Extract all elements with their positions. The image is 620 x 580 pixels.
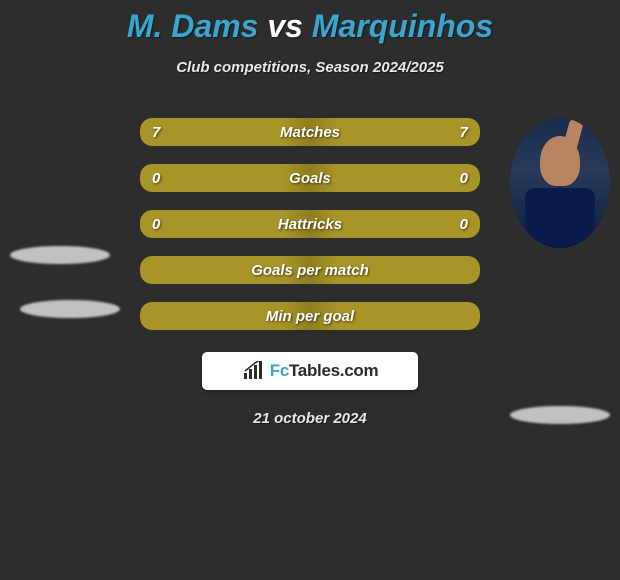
- stat-value-right: 0: [460, 170, 468, 187]
- stat-label: Goals per match: [251, 262, 369, 279]
- footer-brand-text: FcTables.com: [270, 361, 379, 381]
- stat-label: Hattricks: [278, 216, 342, 233]
- stat-label: Min per goal: [266, 308, 354, 325]
- player2-photo-arm: [558, 118, 584, 169]
- comparison-content: 7 Matches 7 0 Goals 0 0 Hattricks 0 Goal…: [0, 118, 620, 330]
- stat-row-hattricks: 0 Hattricks 0: [140, 210, 480, 238]
- stat-value-left: 7: [152, 124, 160, 141]
- stat-row-matches: 7 Matches 7: [140, 118, 480, 146]
- stat-bars: 7 Matches 7 0 Goals 0 0 Hattricks 0 Goal…: [140, 118, 480, 330]
- footer-brand-prefix: Fc: [270, 361, 289, 380]
- player2-name: Marquinhos: [312, 8, 493, 44]
- footer-brand-badge[interactable]: FcTables.com: [202, 352, 418, 390]
- player1-avatar-shadow: [10, 246, 110, 264]
- stat-label: Matches: [280, 124, 340, 141]
- subtitle: Club competitions, Season 2024/2025: [0, 59, 620, 76]
- player2-avatar-shadow: [510, 406, 610, 424]
- chart-icon: [242, 361, 264, 381]
- footer-brand-suffix: Tables.com: [289, 361, 378, 380]
- stat-label: Goals: [289, 170, 331, 187]
- stat-value-right: 7: [460, 124, 468, 141]
- stat-row-gpm: Goals per match: [140, 256, 480, 284]
- vs-text: vs: [267, 8, 303, 44]
- stat-value-left: 0: [152, 170, 160, 187]
- player2-avatar: [510, 118, 610, 248]
- player2-photo: [510, 118, 610, 248]
- stat-value-left: 0: [152, 216, 160, 233]
- page-title: M. Dams vs Marquinhos: [0, 0, 620, 45]
- player1-avatar: [10, 118, 110, 248]
- stat-row-goals: 0 Goals 0: [140, 164, 480, 192]
- player1-extra-ellipse: [20, 300, 120, 318]
- player1-name: M. Dams: [127, 8, 259, 44]
- stat-row-mpg: Min per goal: [140, 302, 480, 330]
- stat-value-right: 0: [460, 216, 468, 233]
